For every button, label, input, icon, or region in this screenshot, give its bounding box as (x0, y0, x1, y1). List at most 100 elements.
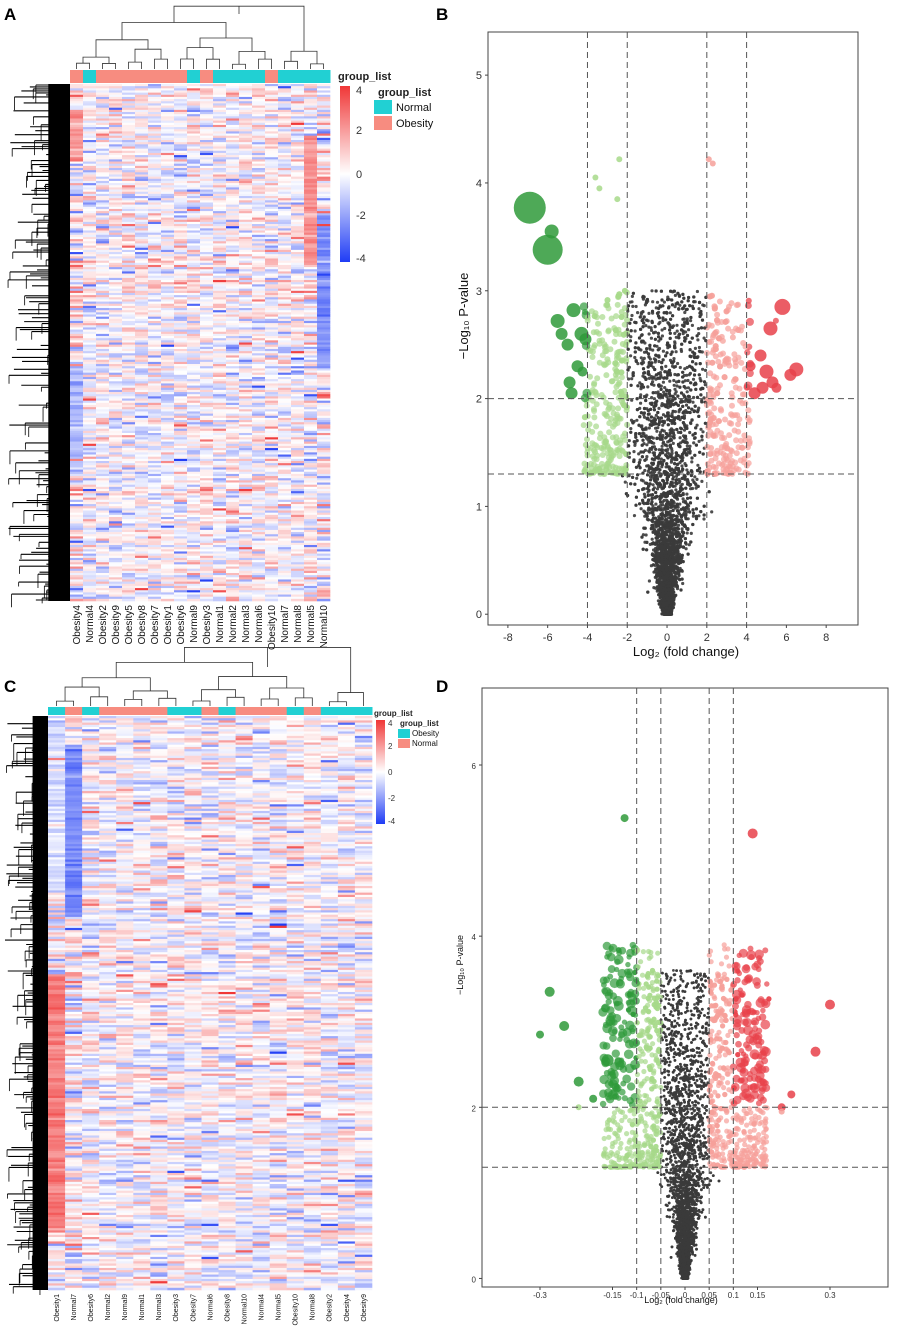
heatmap-cell (70, 292, 84, 296)
heatmap-cell (109, 402, 123, 406)
heatmap-cell (278, 200, 292, 203)
heatmap-cell (291, 252, 305, 255)
heatmap-cell (317, 325, 331, 328)
heatmap-cell (83, 525, 97, 529)
heatmap-cell (174, 413, 188, 417)
heatmap-cell (304, 137, 318, 141)
heatmap-cell (148, 527, 162, 531)
heatmap-cell (187, 112, 201, 115)
heatmap-cell (317, 555, 331, 559)
heatmap-cell (109, 260, 123, 264)
heatmap-cell (265, 424, 279, 427)
heatmap-cell (83, 456, 97, 460)
heatmap-cell (96, 450, 110, 453)
heatmap-cell (83, 383, 97, 386)
heatmap-cell (109, 146, 123, 149)
heatmap-cell (265, 439, 279, 442)
heatmap-cell (96, 542, 110, 546)
heatmap-cell (291, 320, 305, 324)
heatmap-cell (252, 243, 266, 246)
heatmap-cell (174, 348, 188, 352)
heatmap-cell (265, 465, 279, 468)
heatmap-cell (304, 409, 318, 412)
heatmap-cell (278, 120, 292, 124)
heatmap-cell (213, 122, 227, 126)
heatmap-cell (96, 331, 110, 335)
heatmap-cell (213, 538, 227, 541)
heatmap-cell (252, 204, 266, 208)
heatmap-cell (161, 516, 175, 520)
heatmap-cell (70, 402, 84, 406)
heatmap-cell (122, 372, 136, 376)
heatmap-cell (226, 282, 240, 285)
heatmap-cell (70, 191, 84, 195)
heatmap-cell (148, 504, 162, 507)
heatmap-cell (148, 493, 162, 496)
heatmap-cell (161, 331, 175, 335)
heatmap-cell (278, 215, 292, 218)
heatmap-cell (239, 523, 253, 526)
heatmap-cell (291, 200, 305, 203)
heatmap-cell (278, 353, 292, 356)
heatmap-cell (187, 512, 201, 516)
heatmap-cell (148, 424, 162, 427)
heatmap-cell (226, 346, 240, 350)
heatmap-cell (291, 180, 305, 184)
heatmap-cell (304, 176, 318, 180)
heatmap-cell (161, 417, 175, 421)
heatmap-cell (148, 445, 162, 449)
heatmap-cell (317, 101, 331, 104)
heatmap-cell (96, 454, 110, 457)
heatmap-cell (174, 540, 188, 544)
heatmap-cell (291, 262, 305, 266)
heatmap-cell (187, 372, 201, 376)
heatmap-cell (291, 103, 305, 106)
heatmap-cell (70, 140, 84, 143)
heatmap-cell (83, 333, 97, 337)
heatmap-cell (96, 297, 110, 300)
heatmap-cell (161, 484, 175, 488)
heatmap-cell (213, 480, 227, 483)
heatmap-cell (291, 120, 305, 124)
heatmap-cell (148, 90, 162, 93)
heatmap-cell (278, 493, 292, 496)
heatmap-cell (213, 562, 227, 565)
heatmap-cell (317, 286, 331, 289)
heatmap-cell (161, 217, 175, 221)
heatmap-cell (226, 146, 240, 149)
heatmap-cell (278, 387, 292, 391)
heatmap-cell (317, 245, 331, 249)
heatmap-cell (226, 547, 240, 550)
heatmap-cell (148, 310, 162, 313)
heatmap-cell (83, 290, 97, 294)
heatmap-cell (174, 230, 188, 233)
heatmap-cell (291, 346, 305, 350)
heatmap-cell (70, 185, 84, 188)
heatmap-cell (187, 521, 201, 524)
heatmap-cell (135, 204, 149, 208)
heatmap-cell (265, 493, 279, 496)
heatmap-cell (239, 133, 253, 136)
heatmap-cell (70, 187, 84, 190)
heatmap-cell (200, 196, 214, 199)
heatmap-cell (317, 521, 331, 524)
heatmap-cell (148, 536, 162, 539)
heatmap-cell (252, 241, 266, 244)
heatmap-cell (96, 385, 110, 389)
heatmap-cell (122, 120, 136, 124)
heatmap-cell (226, 394, 240, 397)
heatmap-cell (265, 101, 279, 104)
heatmap-cell (96, 458, 110, 462)
heatmap-cell (174, 176, 188, 180)
heatmap-cell (278, 271, 292, 274)
heatmap-cell (291, 234, 305, 238)
heatmap-cell (187, 140, 201, 143)
heatmap-cell (187, 264, 201, 268)
heatmap-cell (109, 437, 123, 440)
heatmap-cell (187, 308, 201, 311)
heatmap-cell (200, 415, 214, 419)
heatmap-cell (304, 213, 318, 216)
heatmap-cell (83, 224, 97, 227)
heatmap-cell (213, 174, 227, 177)
heatmap-cell (213, 516, 227, 520)
